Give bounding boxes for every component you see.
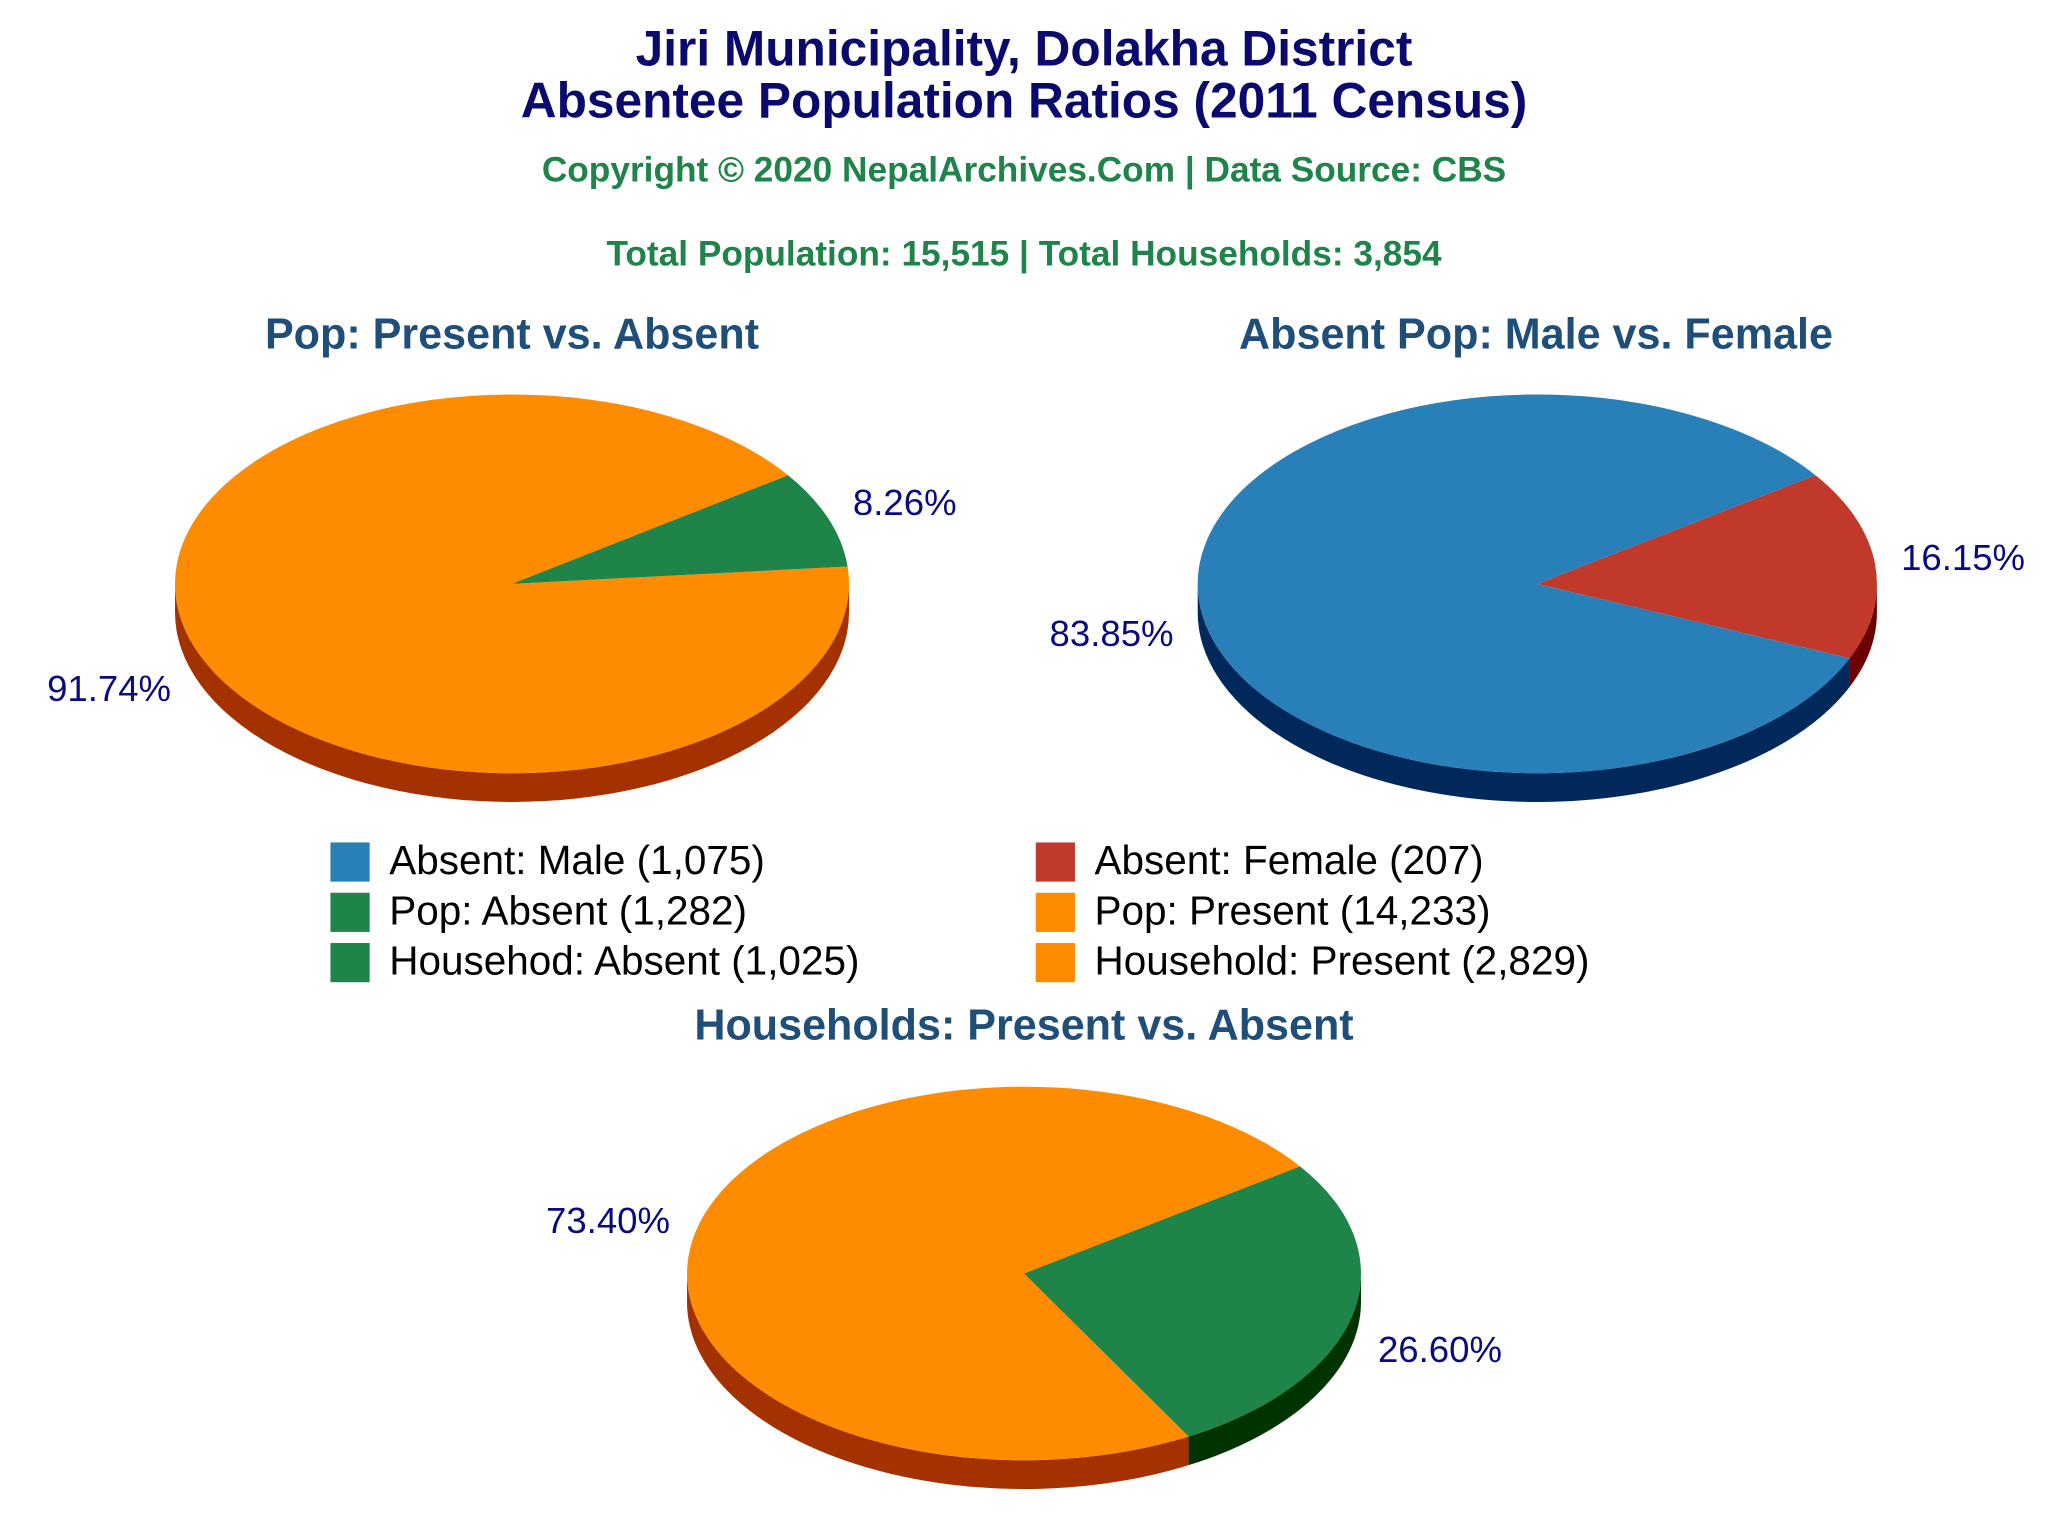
- value-label: 91.74%: [47, 668, 171, 709]
- legend-label: Household: Present (2,829): [1095, 938, 1590, 984]
- value-label: 73.40%: [546, 1200, 670, 1241]
- value-label: 16.15%: [1901, 537, 2025, 578]
- pie-title: Pop: Present vs. Absent: [265, 310, 759, 358]
- value-label: 83.85%: [1050, 613, 1174, 654]
- legend-label: Absent: Female (207): [1095, 837, 1484, 883]
- legend-label: Absent: Male (1,075): [389, 837, 765, 883]
- legend-swatch: [330, 892, 370, 932]
- title-line: Absentee Population Ratios (2011 Census): [521, 73, 1528, 129]
- pie-title: Households: Present vs. Absent: [694, 1001, 1353, 1049]
- legend-swatch: [1035, 842, 1075, 882]
- pie-slice: [1537, 475, 1877, 659]
- pie-slice: [175, 394, 849, 774]
- pie-slice: [1197, 394, 1850, 774]
- pie-slice: [512, 475, 848, 584]
- pie-slice: [1024, 1166, 1361, 1437]
- legend-swatch: [1035, 892, 1075, 932]
- legend-label: Pop: Absent (1,282): [389, 887, 747, 933]
- legend-label: Pop: Present (14,233): [1095, 887, 1491, 933]
- legend-swatch: [330, 943, 370, 983]
- copyright: Copyright © 2020 NepalArchives.Com | Dat…: [542, 151, 1506, 190]
- pie-side: [1188, 1273, 1361, 1466]
- legend-swatch: [1035, 943, 1075, 983]
- pie-title: Absent Pop: Male vs. Female: [1239, 310, 1833, 358]
- value-label: 26.60%: [1378, 1329, 1502, 1370]
- pie-side: [1849, 583, 1877, 687]
- legend-label: Househod: Absent (1,025): [389, 938, 859, 984]
- pie-side: [1197, 583, 1850, 802]
- title-line: Jiri Municipality, Dolakha District: [636, 20, 1413, 76]
- legend-swatch: [330, 842, 370, 882]
- value-label: 8.26%: [853, 482, 957, 523]
- totals: Total Population: 15,515 | Total Househo…: [606, 234, 1442, 273]
- pie-slice: [687, 1086, 1301, 1461]
- pie-side: [687, 1273, 1189, 1489]
